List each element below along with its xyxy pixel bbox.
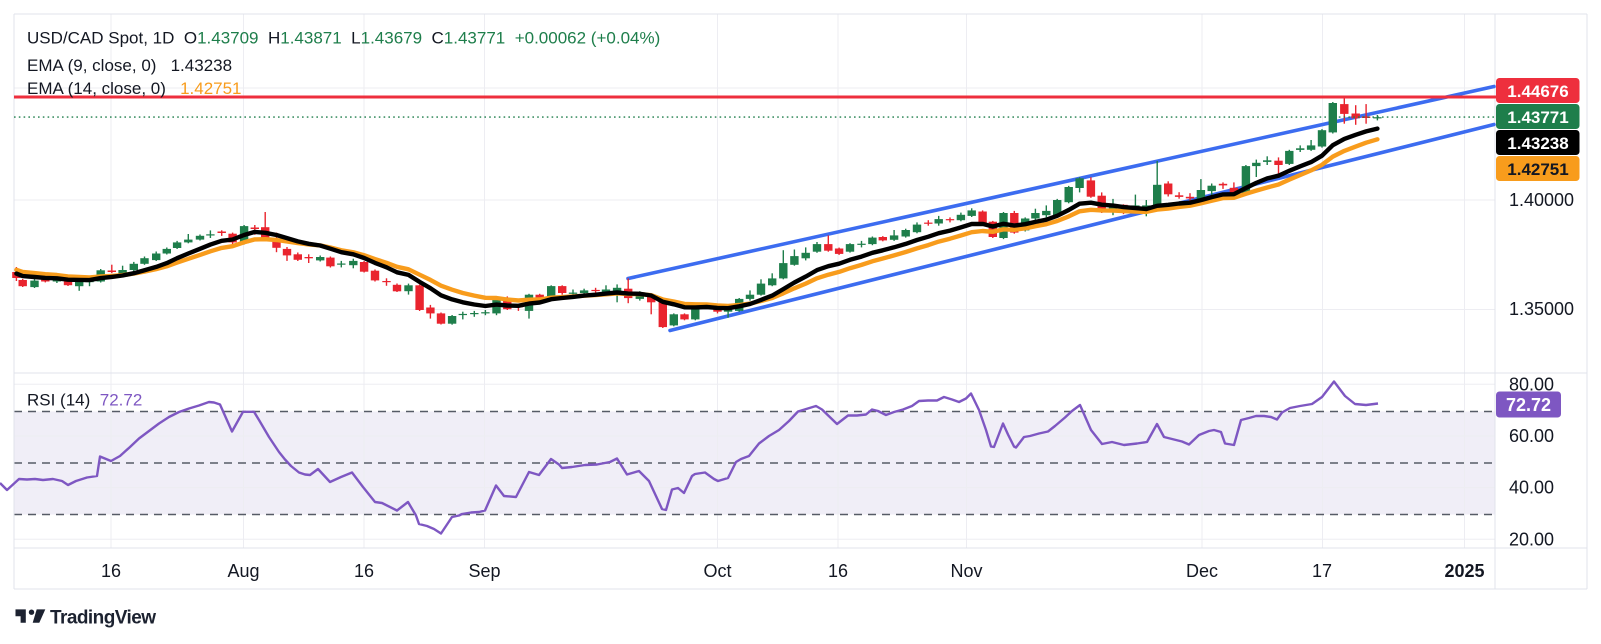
svg-text:16: 16 (354, 561, 374, 581)
svg-text:USD/CAD Spot, 1D O1.43709 H1: USD/CAD Spot, 1D O1.43709 H1.43871 L1.43… (27, 29, 660, 48)
svg-text:1.40000: 1.40000 (1509, 190, 1574, 210)
svg-text:EMA (14, close, 0) 1.42751: EMA (14, close, 0) 1.42751 (27, 79, 242, 98)
svg-text:Dec: Dec (1186, 561, 1218, 581)
svg-text:1.42751: 1.42751 (1507, 160, 1568, 179)
svg-text:80.00: 80.00 (1509, 374, 1554, 394)
svg-text:16: 16 (101, 561, 121, 581)
svg-text:EMA (9, close, 0) 1.43238: EMA (9, close, 0) 1.43238 (27, 56, 232, 75)
svg-text:Oct: Oct (703, 561, 731, 581)
svg-text:Nov: Nov (950, 561, 982, 581)
svg-text:20.00: 20.00 (1509, 529, 1554, 549)
svg-text:1.43771: 1.43771 (1507, 108, 1568, 127)
svg-text:TradingView: TradingView (50, 608, 156, 629)
svg-text:72.72: 72.72 (1506, 395, 1551, 415)
svg-text:17: 17 (1312, 561, 1332, 581)
svg-text:40.00: 40.00 (1509, 478, 1554, 498)
svg-text:1.35000: 1.35000 (1509, 299, 1574, 319)
svg-text:2025: 2025 (1444, 561, 1484, 581)
svg-text:16: 16 (828, 561, 848, 581)
svg-text:Aug: Aug (227, 561, 259, 581)
svg-text:RSI (14) 72.72: RSI (14) 72.72 (27, 391, 142, 410)
svg-text:1.43238: 1.43238 (1507, 134, 1568, 153)
svg-text:60.00: 60.00 (1509, 426, 1554, 446)
svg-text:Sep: Sep (468, 561, 500, 581)
svg-text:1.44676: 1.44676 (1507, 82, 1568, 101)
